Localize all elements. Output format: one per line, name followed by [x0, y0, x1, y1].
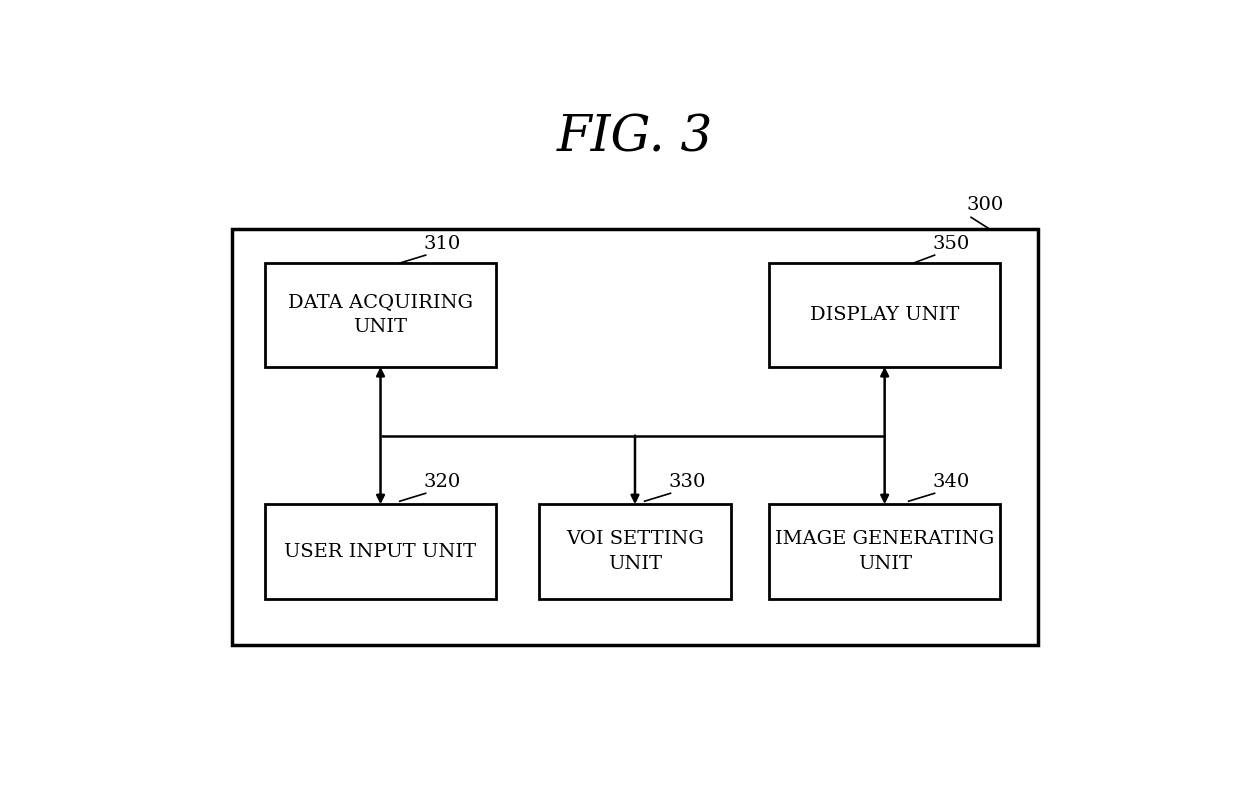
Text: 340: 340: [933, 473, 970, 491]
Text: VOI SETTING
UNIT: VOI SETTING UNIT: [566, 530, 704, 573]
Bar: [769, 504, 1000, 599]
Text: 310: 310: [424, 235, 461, 253]
Text: 320: 320: [424, 473, 461, 491]
Bar: [265, 504, 496, 599]
Text: FIG. 3: FIG. 3: [556, 113, 714, 163]
Text: USER INPUT UNIT: USER INPUT UNIT: [285, 542, 477, 561]
Text: DISPLAY UNIT: DISPLAY UNIT: [810, 306, 959, 324]
Text: DATA ACQUIRING
UNIT: DATA ACQUIRING UNIT: [287, 293, 473, 336]
Bar: [769, 263, 1000, 367]
Bar: [265, 263, 496, 367]
Text: 330: 330: [669, 473, 706, 491]
Text: 350: 350: [933, 235, 970, 253]
Text: 300: 300: [966, 196, 1004, 214]
Bar: [232, 229, 1038, 645]
Bar: [539, 504, 731, 599]
Text: IMAGE GENERATING
UNIT: IMAGE GENERATING UNIT: [776, 530, 994, 573]
